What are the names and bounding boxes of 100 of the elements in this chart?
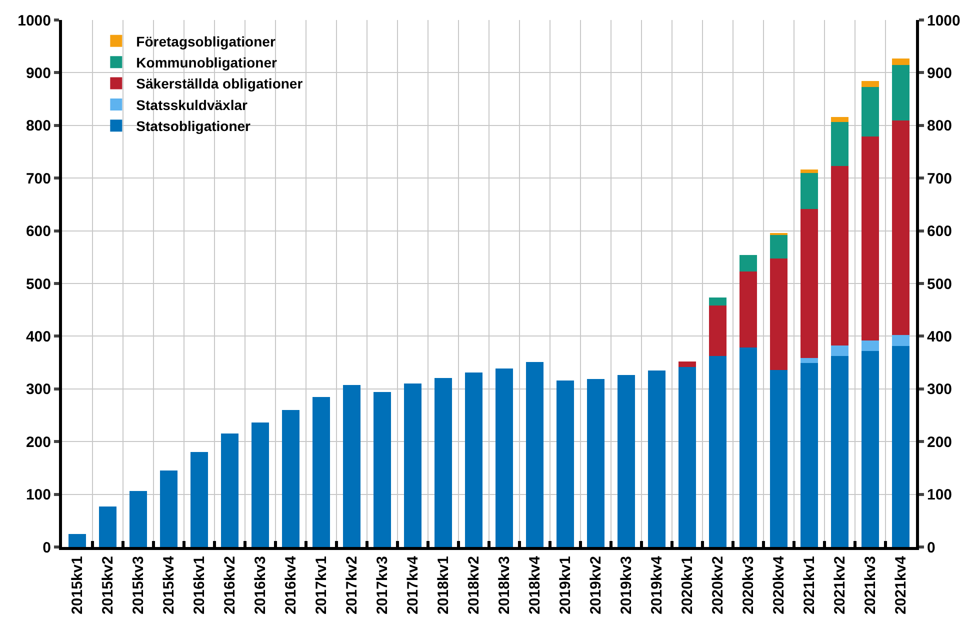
x-tick-label: 2018kv1 [435, 556, 452, 614]
y-tick-label: 700 [26, 170, 51, 188]
y2-tick-label: 500 [927, 276, 952, 293]
bar [129, 491, 148, 547]
x-tick-label: 2019kv2 [588, 556, 605, 614]
bar [464, 372, 483, 547]
bar [678, 366, 696, 547]
x-tick-label: 2016kv4 [282, 555, 300, 614]
bar [373, 392, 392, 547]
y2-tick-label: 800 [927, 118, 952, 135]
bar [861, 81, 880, 87]
bar [586, 378, 605, 547]
y2-tick-label: 400 [927, 328, 952, 346]
x-tick-label: 2020kv3 [740, 556, 758, 614]
x-tick-label: 2015kv4 [160, 555, 178, 614]
bar [190, 452, 208, 547]
bar [800, 172, 818, 210]
bar [892, 335, 910, 346]
bar [830, 346, 849, 356]
bar [434, 378, 452, 547]
x-tick-label: 2017kv3 [374, 556, 392, 614]
bar [220, 434, 239, 547]
x-tick-label: 2020kv1 [679, 556, 696, 614]
bar [861, 350, 880, 547]
bar [861, 86, 880, 136]
y-tick-label: 0 [42, 539, 51, 556]
y-tick-label: 900 [26, 64, 51, 82]
bar [830, 116, 849, 122]
bar [282, 410, 300, 547]
bar [800, 358, 818, 364]
bar [739, 271, 758, 348]
bar [830, 122, 849, 166]
legend-label: Kommunobligationer [136, 54, 278, 71]
bar [800, 209, 818, 358]
x-tick-label: 2018kv4 [526, 555, 544, 614]
bar [770, 232, 788, 236]
legend-label: Företagsobligationer [136, 33, 276, 50]
y2-tick-label: 200 [927, 434, 952, 451]
bar [770, 235, 788, 259]
x-tick-label: 2020kv2 [710, 556, 727, 614]
y-tick-label: 800 [26, 118, 51, 135]
bar [892, 64, 910, 121]
x-tick-label: 2015kv1 [69, 556, 86, 614]
x-tick-label: 2021kv4 [892, 555, 910, 614]
bar [648, 370, 666, 547]
bar [708, 298, 727, 306]
bar [495, 368, 514, 547]
bar [98, 506, 117, 547]
y-tick-label: 400 [26, 328, 51, 346]
bar [160, 470, 178, 547]
legend-label: Statsskuldväxlar [136, 96, 248, 113]
bar [800, 170, 818, 173]
y-tick-label: 100 [26, 486, 51, 504]
bar [892, 346, 910, 547]
bar [830, 356, 849, 547]
y-tick-label: 600 [26, 223, 51, 240]
y2-tick-label: 300 [927, 381, 952, 398]
y2-tick-label: 900 [927, 64, 952, 82]
bar [892, 120, 910, 336]
x-tick-label: 2019kv3 [618, 556, 636, 614]
y2-tick-label: 1000 [927, 12, 960, 30]
x-tick-label: 2017kv2 [344, 556, 361, 614]
bar [830, 166, 849, 346]
bar [678, 362, 696, 367]
y2-tick-label: 100 [927, 486, 952, 504]
x-tick-label: 2016kv2 [222, 556, 239, 614]
x-tick-label: 2016kv1 [191, 556, 208, 614]
bar [342, 385, 361, 547]
bar [800, 363, 818, 547]
bar [251, 422, 270, 547]
x-tick-label: 2018kv2 [466, 556, 483, 614]
bar [861, 136, 880, 340]
bar [312, 396, 330, 547]
bar [770, 258, 788, 370]
bar [617, 375, 636, 547]
x-tick-label: 2021kv2 [832, 556, 849, 614]
y2-tick-label: 700 [927, 170, 952, 188]
y-tick-label: 500 [26, 276, 51, 293]
x-tick-label: 2017kv1 [313, 556, 330, 614]
legend-label: Säkerställda obligationer [136, 76, 304, 92]
bar [739, 255, 758, 272]
bar [708, 356, 727, 547]
bar [861, 340, 880, 351]
bar [404, 384, 422, 547]
x-tick-label: 2019kv4 [648, 555, 666, 614]
x-tick-label: 2018kv3 [496, 556, 514, 614]
y-tick-label: 200 [26, 434, 51, 451]
x-tick-label: 2021kv1 [801, 556, 818, 614]
bar [770, 370, 788, 547]
bar [708, 306, 727, 356]
x-tick-label: 2015kv3 [130, 556, 148, 614]
x-tick-label: 2021kv3 [862, 556, 880, 614]
x-tick-label: 2017kv4 [404, 555, 422, 614]
y2-tick-label: 0 [927, 539, 936, 556]
x-tick-label: 2019kv1 [557, 556, 574, 614]
x-tick-label: 2016kv3 [252, 556, 270, 614]
bar [739, 347, 758, 547]
x-tick-label: 2015kv2 [100, 556, 117, 614]
bar [68, 534, 86, 547]
y2-tick-label: 600 [927, 223, 952, 240]
